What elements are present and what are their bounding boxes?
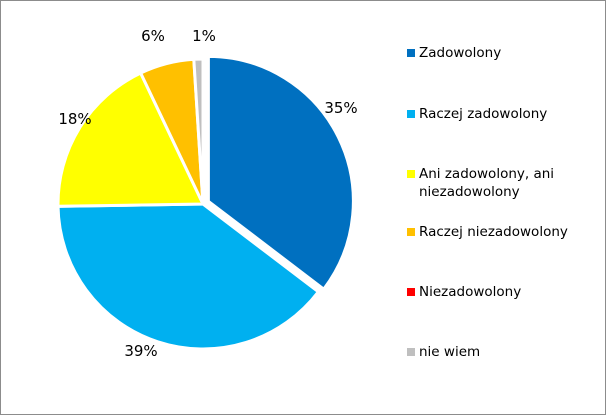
legend-item-raczej-zadowolony: Raczej zadowolony: [407, 105, 597, 123]
legend-label-ani-zadowolony: Ani zadowolony, ani niezadowolony: [419, 166, 555, 200]
legend-swatch-niezadowolony: [407, 288, 415, 296]
legend-swatch-ani-zadowolony: [407, 170, 415, 178]
legend-swatch-raczej-niezadowolony: [407, 228, 415, 236]
legend-swatch-raczej-zadowolony: [407, 110, 415, 118]
pie-data-label: 18%: [58, 110, 91, 128]
legend-swatch-nie-wiem: [407, 348, 415, 356]
pie-slice-zadowolony: [206, 54, 355, 292]
legend-item-zadowolony: Zadowolony: [407, 44, 597, 62]
pie-slice-ani-zadowolony-ani-niezadowolony: [56, 71, 206, 208]
legend-item-niezadowolony: Niezadowolony: [407, 283, 597, 301]
pie-slice-nie-wiem: [192, 57, 205, 205]
pie-data-label: 35%: [324, 99, 357, 117]
legend-label-raczej-niezadowolony: Raczej niezadowolony: [419, 224, 568, 240]
legend-item-ani-zadowolony: Ani zadowolony, ani niezadowolony: [407, 165, 582, 201]
pie-data-label: 1%: [192, 27, 216, 45]
legend-item-raczej-niezadowolony: Raczej niezadowolony: [407, 223, 597, 241]
legend-label-raczej-zadowolony: Raczej zadowolony: [419, 106, 548, 122]
legend-label-nie-wiem: nie wiem: [419, 344, 481, 360]
pie-data-label: 39%: [124, 342, 157, 360]
legend-label-niezadowolony: Niezadowolony: [419, 284, 522, 300]
pie-chart: 35% 39% 18% 6% 1%: [56, 27, 358, 360]
legend-item-nie-wiem: nie wiem: [407, 343, 597, 361]
legend-label-zadowolony: Zadowolony: [419, 45, 502, 61]
legend-swatch-zadowolony: [407, 49, 415, 57]
pie-slice-raczej-zadowolony: [56, 202, 321, 351]
pie-data-label: 6%: [141, 27, 165, 45]
